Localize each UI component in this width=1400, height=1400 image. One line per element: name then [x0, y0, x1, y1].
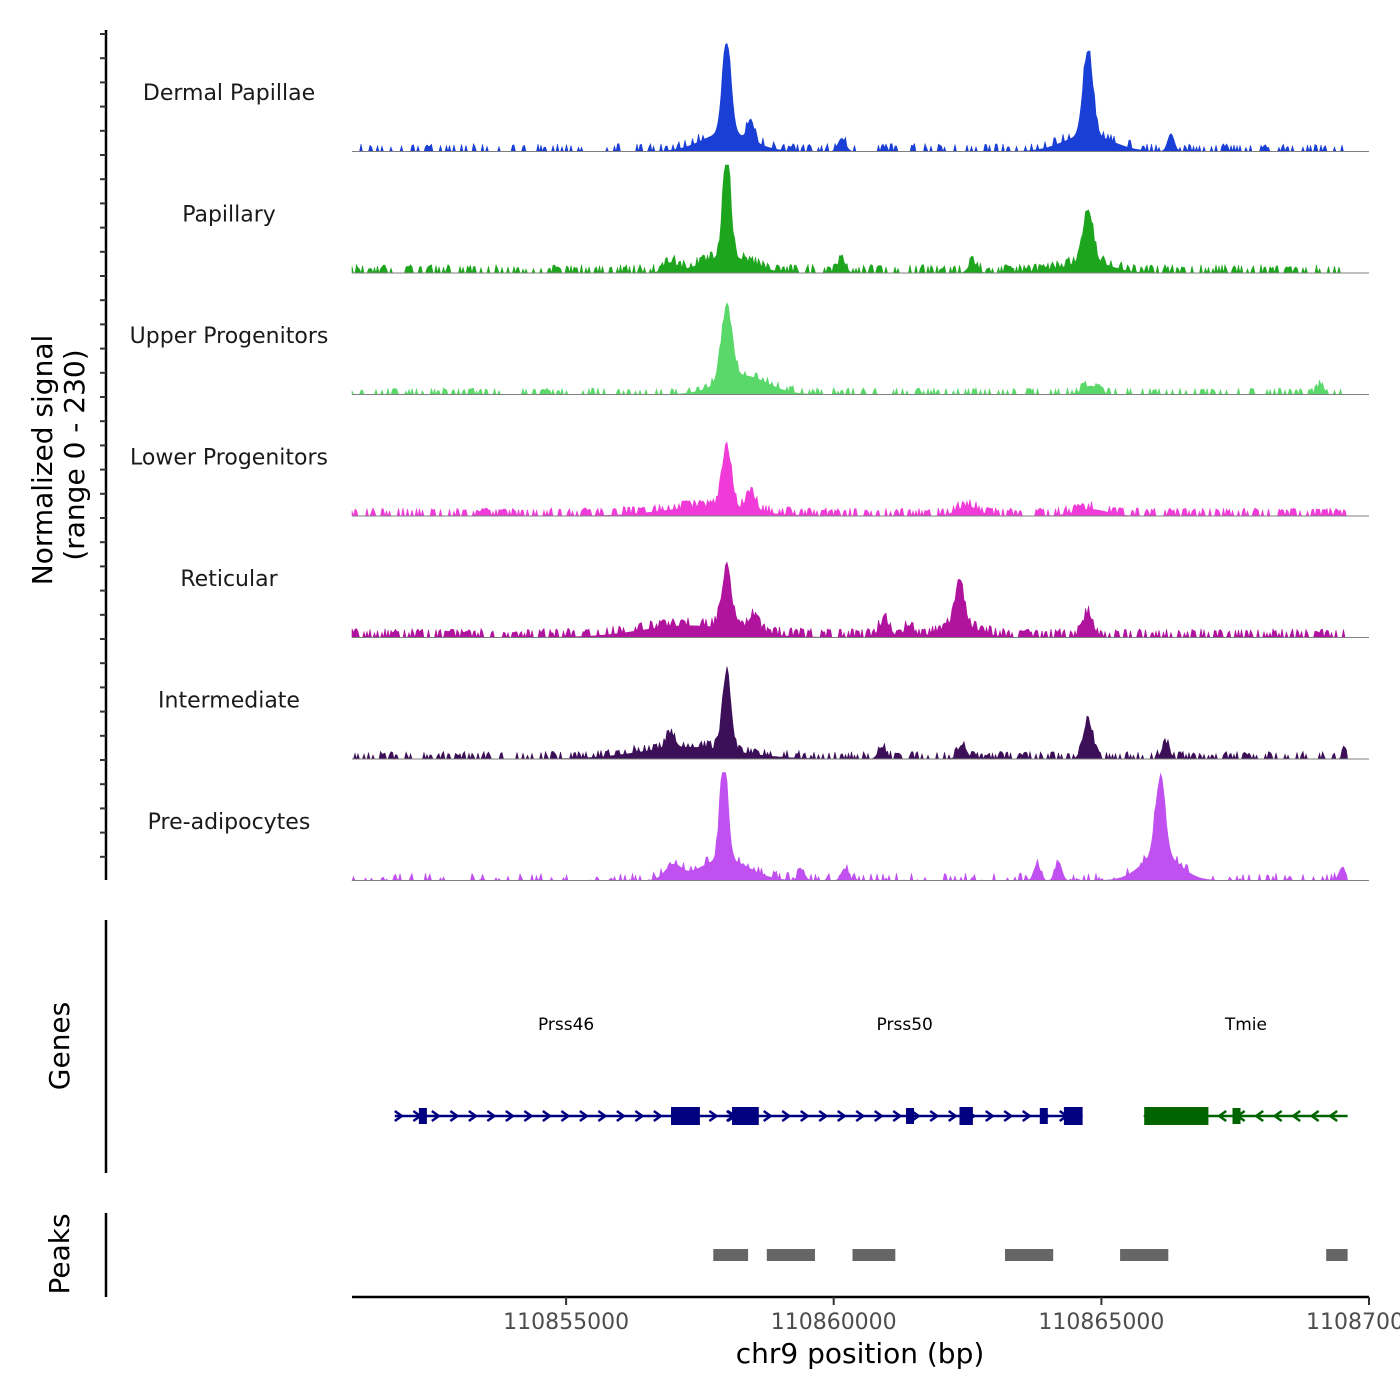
peaks-axis-title: Peaks	[43, 1213, 76, 1294]
coverage-area	[351, 302, 1348, 396]
strand-arrow	[762, 1109, 773, 1123]
strand-arrow	[560, 1109, 571, 1123]
exon	[732, 1107, 759, 1125]
track-lower-progenitors: Lower Progenitors	[130, 441, 1369, 518]
strand-arrow	[486, 1109, 497, 1123]
track-label: Dermal Papillae	[143, 81, 315, 106]
exon	[418, 1108, 427, 1124]
track-label: Lower Progenitors	[130, 446, 328, 471]
track-pre-adipocytes: Pre-adipocytes	[148, 772, 1369, 882]
coverage-axis-range: (range 0 - 230)	[58, 349, 91, 560]
strand-arrow	[634, 1109, 645, 1123]
strand-arrow	[523, 1109, 534, 1123]
coverage-axis-title: Normalized signal	[26, 335, 59, 586]
x-tick-label: 110855000	[503, 1310, 629, 1335]
strand-arrow	[653, 1109, 663, 1123]
peak-region	[1326, 1249, 1348, 1261]
strand-arrow	[1254, 1109, 1264, 1123]
x-tick-label: 110865000	[1038, 1310, 1164, 1335]
strand-arrow	[579, 1109, 589, 1123]
track-label: Papillary	[182, 203, 276, 228]
strand-arrow	[892, 1109, 903, 1123]
gene-annotations: Prss46 Prss50 Tmie	[394, 1015, 1348, 1125]
strand-arrow	[1003, 1109, 1014, 1123]
coverage-tracks: Dermal Papillae Papillary Upper Progenitor…	[130, 42, 1369, 882]
peak-region	[1120, 1249, 1169, 1261]
coverage-axis	[100, 30, 108, 880]
gene-tmie: Tmie	[1143, 1015, 1348, 1125]
peak-region	[1005, 1249, 1054, 1261]
x-axis: 110855000 110860000 110865000 110870000	[352, 1295, 1400, 1335]
track-upper-progenitors: Upper Progenitors	[130, 302, 1369, 396]
strand-arrow	[1328, 1109, 1338, 1123]
x-tick-label: 110870000	[1306, 1310, 1400, 1335]
track-label: Upper Progenitors	[130, 324, 329, 349]
strand-arrow	[781, 1109, 792, 1123]
peak-regions	[713, 1249, 1348, 1261]
gene-prss46: Prss46	[394, 1015, 738, 1125]
peak-region	[713, 1249, 749, 1261]
peak-region	[852, 1249, 896, 1261]
strand-arrow	[929, 1109, 940, 1123]
exon	[1063, 1107, 1083, 1125]
track-reticular: Reticular	[180, 561, 1369, 639]
strand-arrow	[449, 1109, 460, 1123]
track-dermal-papillae: Dermal Papillae	[143, 42, 1369, 153]
strand-arrow	[394, 1109, 404, 1123]
exon	[671, 1107, 700, 1125]
strand-arrow	[1021, 1109, 1032, 1123]
coverage-area	[351, 441, 1348, 518]
exon	[1039, 1108, 1048, 1124]
strand-arrow	[836, 1109, 847, 1123]
coverage-area	[351, 164, 1348, 275]
strand-arrow	[910, 1109, 921, 1123]
strand-arrow	[708, 1109, 719, 1123]
track-intermediate: Intermediate	[158, 666, 1369, 761]
strand-arrow	[468, 1109, 478, 1123]
gene-prss50: Prss50	[725, 1015, 1083, 1125]
exon	[906, 1108, 914, 1124]
strand-arrow	[855, 1109, 866, 1123]
strand-arrow	[1309, 1109, 1320, 1123]
strand-arrow	[818, 1109, 829, 1123]
strand-arrow	[1217, 1109, 1227, 1123]
gene-label: Tmie	[1224, 1015, 1267, 1035]
strand-arrow	[542, 1109, 552, 1123]
track-label: Intermediate	[158, 689, 300, 714]
track-papillary: Papillary	[182, 164, 1369, 275]
exon	[1232, 1108, 1241, 1124]
coverage-area	[352, 666, 1348, 761]
gene-label: Prss46	[538, 1015, 594, 1035]
track-label: Reticular	[180, 567, 278, 592]
x-tick-label: 110860000	[771, 1310, 897, 1335]
track-label: Pre-adipocytes	[148, 810, 311, 835]
exon	[1144, 1107, 1209, 1125]
genes-axis-title: Genes	[43, 1002, 76, 1090]
strand-arrow	[873, 1109, 884, 1123]
peak-region	[766, 1249, 815, 1261]
gene-label: Prss50	[877, 1015, 933, 1035]
x-axis-title: chr9 position (bp)	[736, 1337, 985, 1370]
strand-arrow	[1272, 1109, 1283, 1123]
strand-arrow	[431, 1109, 441, 1123]
coverage-area	[351, 772, 1348, 882]
strand-arrow	[984, 1109, 995, 1123]
exon	[959, 1107, 973, 1125]
coverage-area	[351, 561, 1348, 639]
strand-arrow	[616, 1109, 626, 1123]
strand-arrow	[597, 1109, 608, 1123]
strand-arrow	[799, 1109, 810, 1123]
strand-arrow	[1291, 1109, 1301, 1123]
strand-arrow	[505, 1109, 515, 1123]
strand-arrow	[947, 1109, 958, 1123]
coverage-area	[352, 42, 1348, 153]
